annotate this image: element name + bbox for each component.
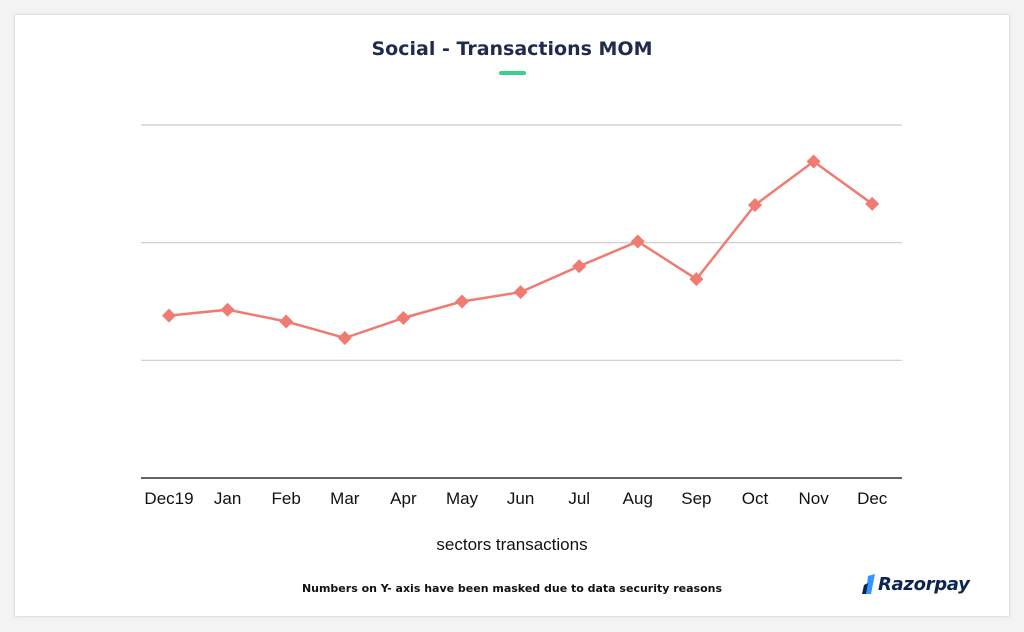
data-point-mar [337,330,352,345]
data-point-oct [748,198,762,213]
x-tick-label: Aug [623,489,653,508]
x-tick-label: Jun [507,489,534,508]
x-tick-label: May [446,489,479,508]
x-tick-labels: Dec19 Jan Feb Mar Apr May Jun Jul Aug Sep Oct Nov De… [144,489,887,508]
x-tick-label: Mar [330,489,360,508]
x-tick-label: Nov [798,489,829,508]
chart-title: Social - Transactions MOM [371,38,653,60]
razorpay-logo-icon [862,574,875,594]
gridlines [141,124,902,361]
x-tick-label: Apr [390,489,417,508]
data-points [162,154,880,345]
x-tick-label: Dec19 [144,489,193,508]
x-tick-label: Jul [568,489,590,508]
razorpay-logo: Razorpay [862,571,970,597]
data-point-aug [630,234,645,249]
x-tick-label: Jan [214,489,241,508]
footnote: Numbers on Y- axis have been masked due … [301,582,723,595]
data-point-nov [806,154,821,169]
data-point-dec19 [162,308,176,323]
data-point-dec [865,196,880,211]
x-tick-label: Oct [742,489,769,508]
data-point-jul [572,259,587,274]
x-tick-label: Sep [681,489,711,508]
data-point-jan [220,302,235,317]
data-point-jun [513,285,528,300]
data-point-apr [396,310,411,325]
data-point-sep [689,272,704,287]
data-point-may [455,294,469,309]
x-tick-label: Feb [272,489,301,508]
title-underline [499,71,526,75]
x-axis-label: sectors transactions [436,535,588,554]
brand-name: Razorpay [878,573,970,595]
data-point-feb [279,314,294,329]
series-line [168,159,873,340]
x-tick-label: Dec [857,489,888,508]
